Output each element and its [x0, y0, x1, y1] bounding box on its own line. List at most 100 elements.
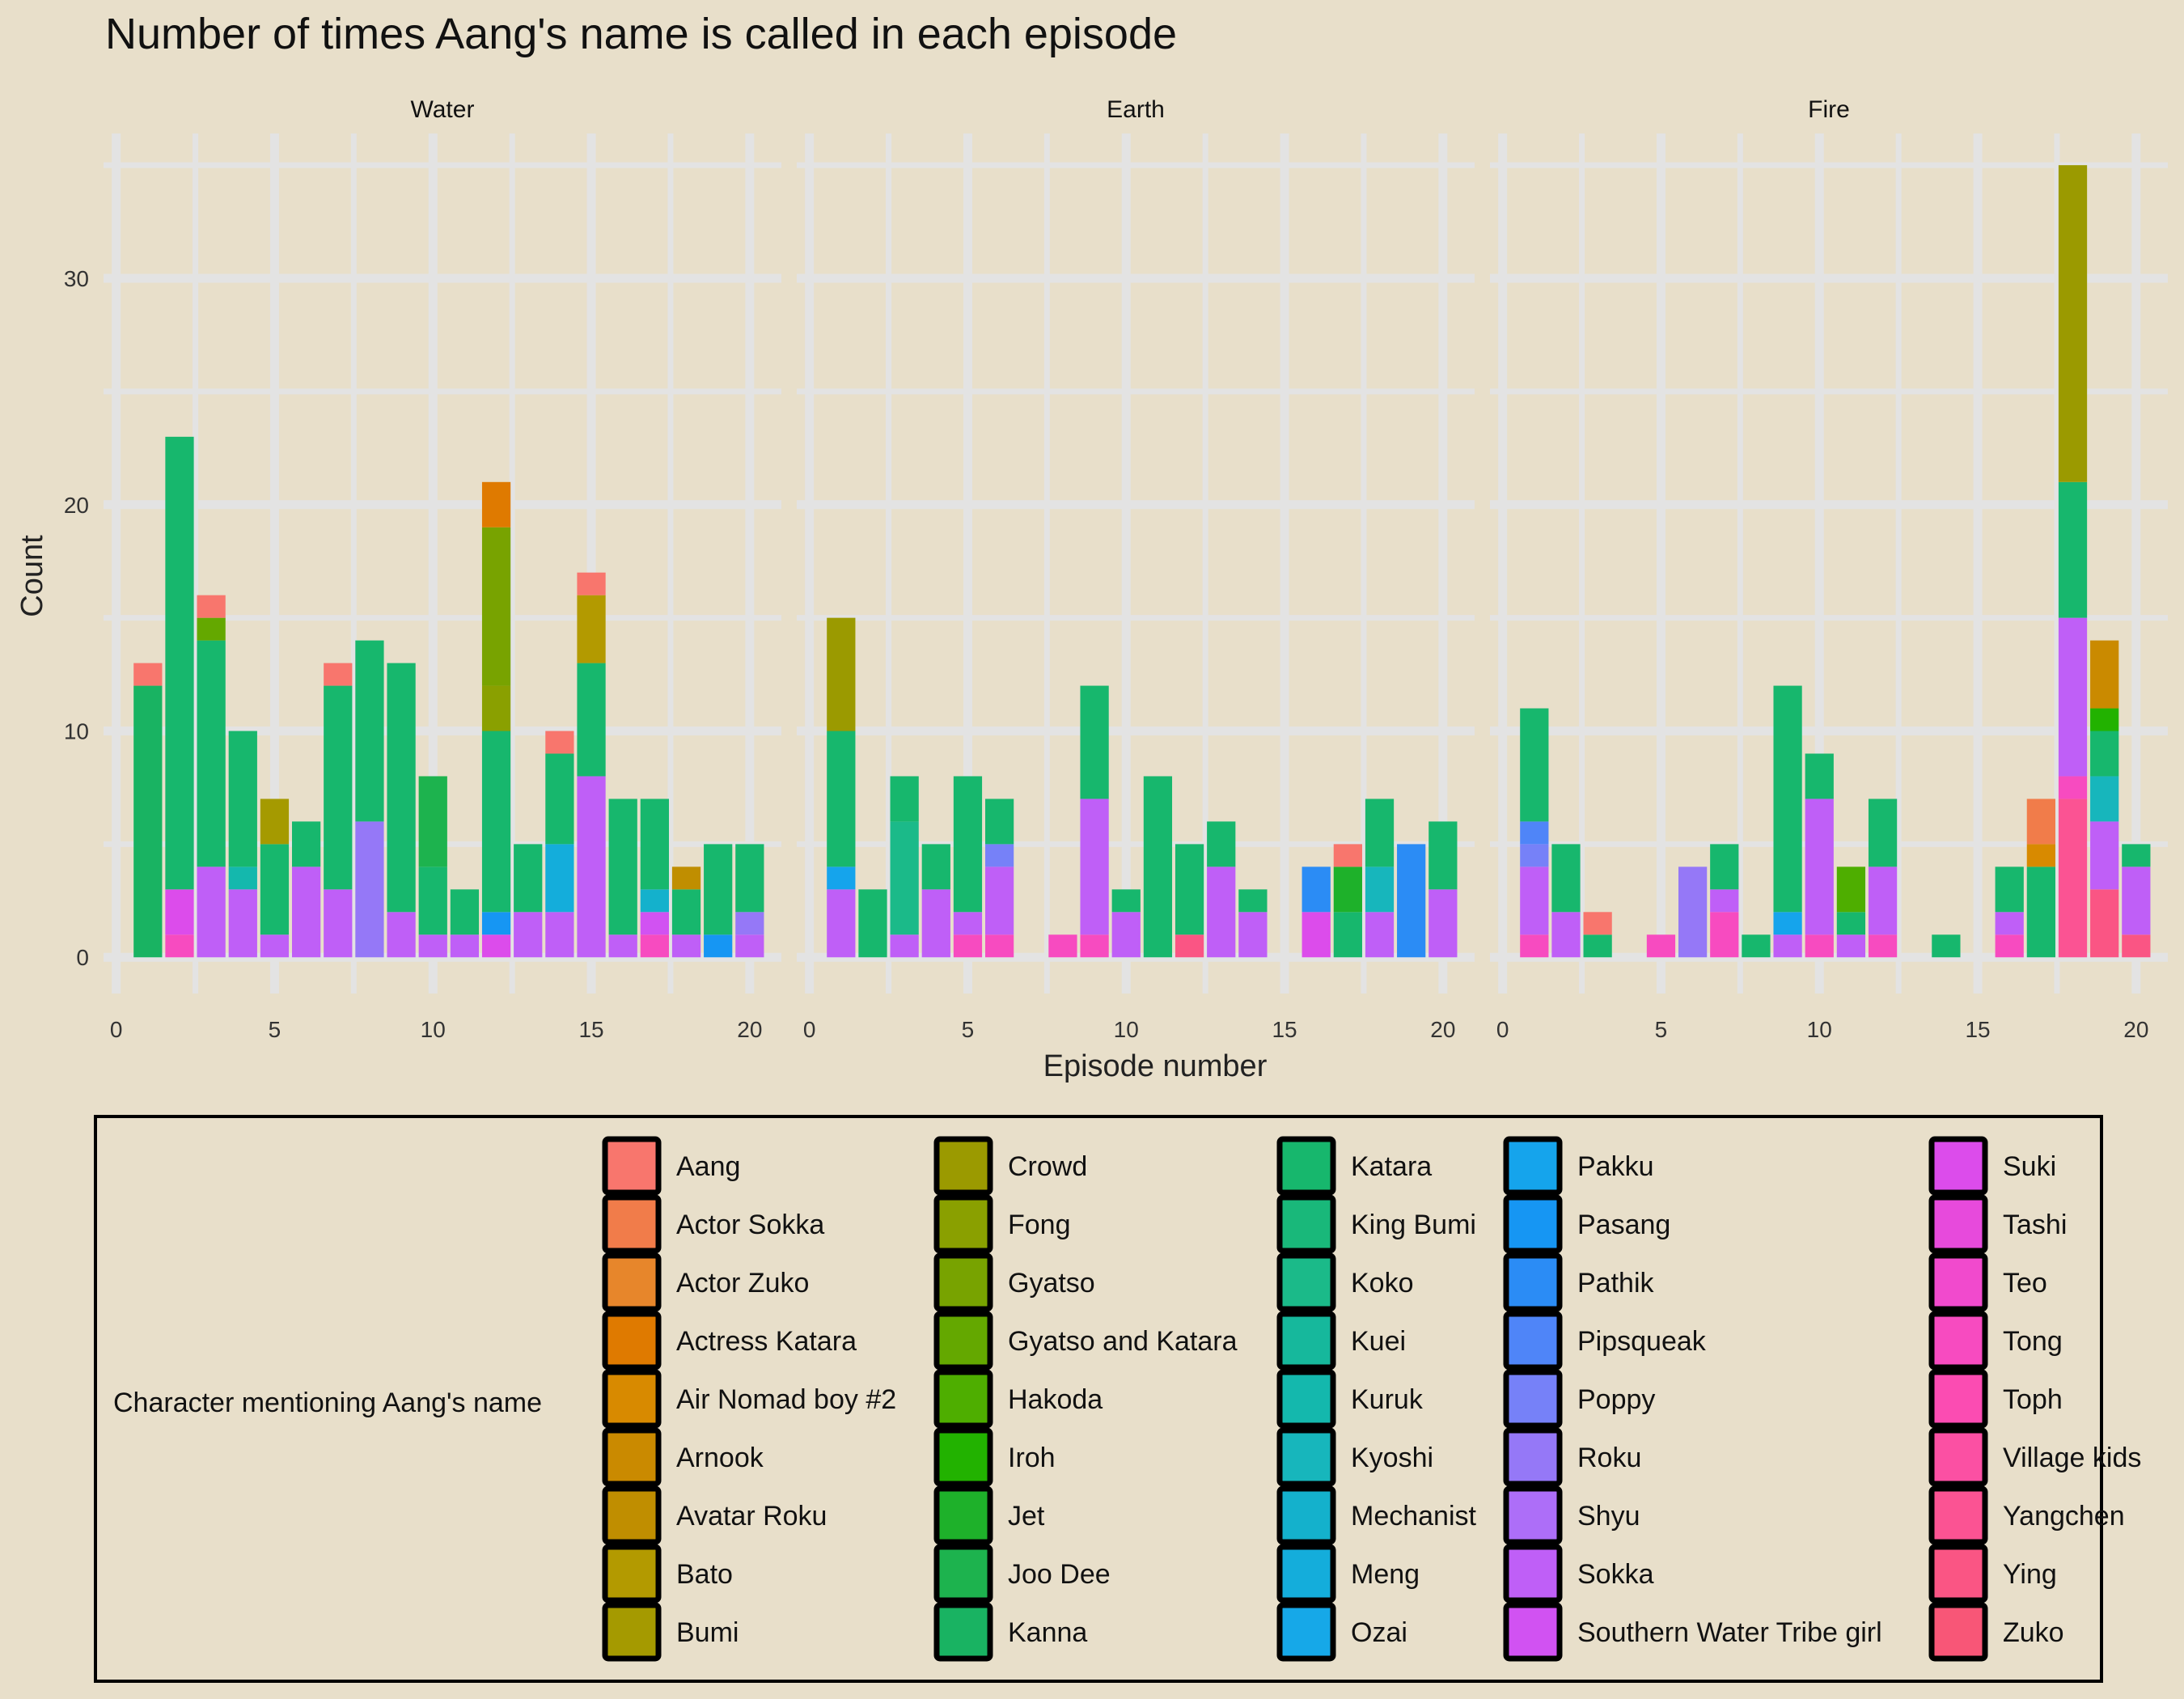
legend-item: Gyatso [933, 1252, 1095, 1312]
bar-segment [1365, 866, 1395, 913]
bar-segment [165, 934, 194, 958]
bar-segment [481, 934, 511, 958]
legend-label: Ying [2003, 1559, 2057, 1590]
legend-label: Roku [1577, 1443, 1641, 1473]
bar-segment [1710, 889, 1739, 913]
episode-bar [1710, 844, 1739, 958]
legend-label: Gyatso [1008, 1268, 1095, 1299]
legend-item: Meng [1276, 1544, 1420, 1604]
panel-strip-label: Earth [1107, 96, 1165, 123]
legend-swatch [1928, 1369, 1988, 1429]
bar-segment [1428, 821, 1458, 890]
legend-item: Gyatso and Katara [933, 1311, 1238, 1371]
legend-swatch [1503, 1485, 1563, 1545]
legend-label: Gyatso and Katara [1008, 1326, 1238, 1357]
episode-bar [291, 821, 321, 958]
legend-label: Arnook [676, 1443, 764, 1473]
y-axis-label: Count [15, 535, 49, 617]
legend-swatch [1276, 1485, 1336, 1545]
legend-item: Joo Dee [933, 1544, 1111, 1604]
legend-item: Air Nomad boy #2 [602, 1369, 896, 1429]
bar-segment [2090, 821, 2119, 890]
legend-swatch [1276, 1136, 1336, 1196]
bar-segment [1143, 776, 1173, 958]
bar-segment [1207, 821, 1236, 867]
legend-swatch [1276, 1311, 1336, 1371]
bar-segment [1551, 844, 1581, 913]
episode-bar [228, 731, 257, 958]
episode-bar [1805, 753, 1834, 958]
legend-item: Jet [933, 1485, 1045, 1545]
bar-segment [481, 912, 511, 935]
legend-item: Tashi [1928, 1194, 2067, 1254]
bar-segment [984, 799, 1014, 845]
bar-segment [1773, 934, 1802, 958]
bar-segment [2090, 708, 2119, 731]
x-tick-label: 10 [1114, 1017, 1139, 1042]
bar-segment [2090, 776, 2119, 822]
episode-bar [608, 799, 637, 958]
legend-swatch [602, 1602, 662, 1662]
legend-swatch [1928, 1485, 1988, 1545]
legend-label: Toph [2003, 1384, 2063, 1415]
bar-segment [1333, 866, 1362, 913]
bar-segment [735, 844, 764, 913]
episode-bar [735, 844, 764, 958]
legend-item: Actress Katara [602, 1311, 857, 1371]
episode-bar [1080, 685, 1109, 958]
bar-segment [1995, 934, 2024, 958]
facet-panels: Water 0 5 10 15 20 Earth 0 5 10 15 20 Fire 0 5 10 15 20 0 1… [64, 96, 2168, 1042]
bar-segment [2026, 866, 2055, 958]
bar-segment [418, 934, 447, 958]
legend-label: Kuei [1351, 1326, 1406, 1357]
episode-bar [1678, 866, 1708, 958]
episode-bar [324, 663, 353, 958]
episode-bar [545, 731, 574, 958]
legend-swatch [933, 1369, 993, 1429]
x-tick-label: 20 [737, 1017, 762, 1042]
bar-segment [953, 776, 983, 913]
bar-segment [1520, 821, 1549, 845]
bar-segment [133, 685, 163, 958]
episode-bar [1646, 934, 1676, 958]
legend-item: Toph [1928, 1369, 2063, 1429]
bar-segment [2026, 844, 2055, 867]
episode-bar [1932, 934, 1961, 958]
legend-label: Pasang [1577, 1210, 1670, 1240]
legend-label: Southern Water Tribe girl [1577, 1617, 1882, 1648]
bar-segment [2122, 866, 2151, 935]
x-tick-label: 15 [1272, 1017, 1297, 1042]
bar-segment [2090, 640, 2119, 709]
legend-swatch [1928, 1194, 1988, 1254]
legend-item: Pathik [1503, 1252, 1654, 1312]
bar-segment [418, 776, 447, 867]
episode-bar [1143, 776, 1173, 958]
legend-swatch [1276, 1252, 1336, 1312]
x-axis-label: Episode number [1043, 1049, 1268, 1083]
bar-segment [2122, 934, 2151, 958]
legend-label: Katara [1351, 1151, 1432, 1182]
legend-item: Crowd [933, 1136, 1087, 1196]
bar-segment [481, 527, 511, 686]
legend-swatch [933, 1311, 993, 1371]
episode-bar [1111, 889, 1141, 958]
episode-bar [2058, 165, 2088, 958]
episode-bar [1742, 934, 1771, 958]
legend-label: Suki [2003, 1151, 2056, 1182]
bar-segment [984, 934, 1014, 958]
legend-item: King Bumi [1276, 1194, 1476, 1254]
panel-earth: Earth 0 5 10 15 20 [797, 96, 1475, 1042]
legend-swatch [933, 1194, 993, 1254]
bar-segment [1995, 912, 2024, 935]
episode-bar [1333, 844, 1362, 958]
episode-bar [1175, 844, 1204, 958]
episode-bar [1868, 799, 1898, 958]
legend-item: Aang [602, 1136, 740, 1196]
bar-segment [1175, 934, 1204, 958]
legend-label: Koko [1351, 1268, 1414, 1299]
episode-bar [355, 640, 384, 958]
bar-segment [735, 934, 764, 958]
episode-bar [165, 436, 194, 958]
bar-segment [2026, 799, 2055, 845]
